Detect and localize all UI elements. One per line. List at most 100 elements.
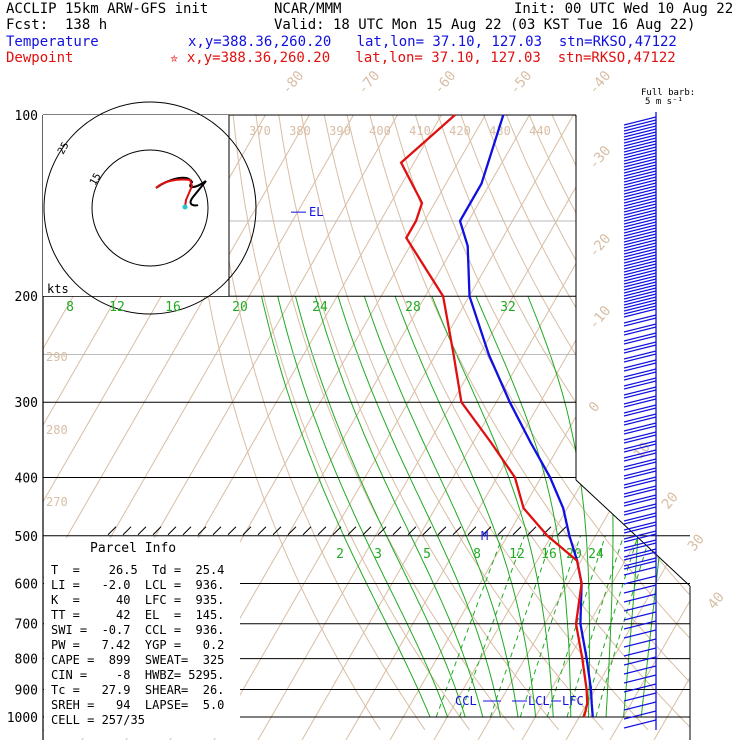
parcel-info-row: CAPE = 899 SWEAT= 325	[51, 653, 224, 667]
wind-barb	[623, 386, 657, 396]
wind-barb	[623, 452, 657, 462]
pressure-tick-label: 700	[15, 618, 38, 633]
wind-barb	[623, 584, 657, 594]
wind-barb	[623, 299, 657, 309]
isotherm-label: -80	[279, 68, 308, 98]
isotherm-label: 20	[659, 489, 682, 512]
wind-barb	[623, 284, 657, 294]
wind-barb	[623, 239, 657, 249]
dry-adiabat-line	[574, 115, 690, 731]
wind-barb	[623, 134, 657, 144]
hatch-mark	[227, 526, 237, 536]
wind-barb	[623, 122, 657, 132]
dry-adiabat-lines	[187, 115, 690, 731]
wind-barb	[623, 362, 657, 372]
wind-barb	[623, 140, 657, 150]
parcel-info-row: CELL = 257/35	[51, 713, 145, 727]
wind-barb	[623, 710, 657, 720]
wind-barb	[623, 215, 657, 225]
hatch-mark	[452, 526, 462, 536]
wind-barb	[623, 179, 657, 189]
wind-barb	[623, 263, 657, 273]
wind-barb	[623, 560, 657, 570]
wind-barb	[623, 443, 657, 453]
dry-adiabat-line	[642, 115, 690, 731]
wind-barb	[623, 188, 657, 198]
wind-barb	[623, 290, 657, 300]
moist-adiabat-line	[261, 296, 431, 718]
wind-barb	[623, 182, 657, 192]
wind-barb	[623, 266, 657, 276]
wind-barb	[623, 170, 657, 180]
hatch-mark	[407, 526, 417, 536]
wind-barb	[623, 476, 657, 486]
wind-barb	[623, 245, 657, 255]
pressure-tick-label: 100	[15, 109, 38, 124]
wind-barb	[623, 521, 657, 531]
wind-barb	[623, 506, 657, 516]
wind-barb	[623, 293, 657, 303]
wind-barb	[623, 416, 657, 426]
dewpoint-profile-line	[399, 114, 589, 718]
dry-adiabat-line	[506, 115, 690, 731]
wind-barb	[623, 389, 657, 399]
dry-adiabat-line	[369, 115, 690, 731]
wind-barb	[623, 173, 657, 183]
wind-barb	[623, 395, 657, 405]
hatch-mark	[482, 526, 492, 536]
mixing-ratio-label: 16	[165, 300, 181, 315]
hatch-mark	[512, 526, 522, 536]
hatch-mark	[287, 526, 297, 536]
right-axis-slant-line	[575, 479, 691, 587]
wind-barb	[623, 146, 657, 156]
hatch-mark	[167, 526, 177, 536]
parcel-info-row: T = 26.5 Td = 25.4	[51, 563, 224, 577]
lcl-annotation: LCL	[528, 694, 550, 708]
wind-barb	[623, 206, 657, 216]
wind-barb	[623, 161, 657, 171]
mixing-ratio-label: 8	[473, 547, 481, 562]
dry-adiabat-line	[255, 115, 515, 731]
wind-barb	[623, 344, 657, 354]
moist-adiabat-line	[431, 296, 554, 718]
dry-adiabat-line	[187, 115, 381, 731]
wind-barb	[623, 236, 657, 246]
init-time: Init: 00 UTC Wed 10 Aug 22	[514, 1, 734, 17]
theta-label: 430	[489, 124, 511, 138]
wind-barb	[623, 251, 657, 261]
wind-barb	[623, 314, 657, 324]
isotherm-label: -50	[507, 68, 536, 98]
hodograph-ring-outer	[91, 149, 209, 267]
dry-adiabat-line	[437, 115, 690, 731]
isotherm-line	[561, 115, 690, 740]
wind-barb	[623, 425, 657, 435]
hatch-mark	[122, 526, 132, 536]
wind-barbs: Full barb:5 m s⁻¹	[623, 88, 695, 730]
parcel-info-row: SREH = 94 LAPSE= 5.0	[51, 698, 224, 712]
barb-unit: 5 m s⁻¹	[645, 97, 683, 107]
moist-adiabat-line	[277, 296, 449, 718]
wind-barb	[623, 152, 657, 162]
isotherm-line	[43, 115, 310, 740]
theta-left-label: 290	[46, 350, 68, 364]
wind-barb	[623, 422, 657, 432]
theta-left-label: 280	[46, 423, 68, 437]
dry-adiabat-line	[551, 115, 690, 731]
isotherm-line	[209, 115, 574, 740]
wind-barb	[623, 194, 657, 204]
pressure-tick-label: 600	[15, 577, 38, 592]
hatch-mark	[332, 526, 342, 536]
wind-barb	[623, 176, 657, 186]
wind-barb	[623, 212, 657, 222]
wind-barb	[623, 125, 657, 135]
hatch-mark	[527, 526, 537, 536]
wind-barb	[623, 551, 657, 561]
wind-barb	[623, 143, 657, 153]
moist-adiabat-line	[337, 296, 501, 718]
hatch-mark	[272, 526, 282, 536]
wind-barb	[623, 203, 657, 213]
wind-barb	[623, 287, 657, 297]
wind-barb	[623, 227, 657, 237]
wind-barb	[623, 128, 657, 138]
sounding-series: EL M CCL LCL LFC Parcel Info T = 26.5 Td = 25.…	[44, 114, 594, 738]
